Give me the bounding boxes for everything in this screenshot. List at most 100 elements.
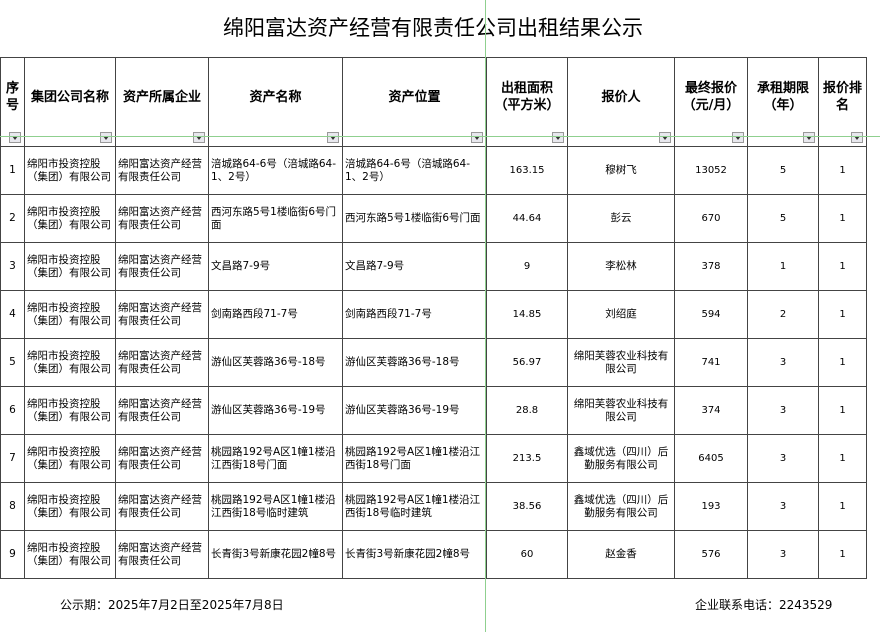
cell-rank[interactable]: 1 bbox=[818, 482, 867, 531]
cell-bidder[interactable]: 赵金香 bbox=[567, 530, 675, 579]
cell-lease-term[interactable]: 3 bbox=[747, 530, 819, 579]
cell-bidder[interactable]: 绵阳芙蓉农业科技有限公司 bbox=[567, 338, 675, 387]
cell-lease-term[interactable]: 3 bbox=[747, 434, 819, 483]
cell-rank[interactable]: 1 bbox=[818, 386, 867, 435]
cell-final-price[interactable]: 670 bbox=[674, 194, 748, 243]
cell-group-company[interactable]: 绵阳市投资控股（集团）有限公司 bbox=[24, 146, 116, 195]
cell-rank[interactable]: 1 bbox=[818, 434, 867, 483]
cell-group-company[interactable]: 绵阳市投资控股（集团）有限公司 bbox=[24, 290, 116, 339]
cell-index[interactable]: 8 bbox=[0, 482, 25, 531]
cell-lease-term[interactable]: 3 bbox=[747, 386, 819, 435]
filter-dropdown-icon[interactable] bbox=[327, 132, 339, 143]
cell-asset-name[interactable]: 游仙区芙蓉路36号-18号 bbox=[208, 338, 343, 387]
cell-area[interactable]: 163.15 bbox=[486, 146, 568, 195]
cell-index[interactable]: 7 bbox=[0, 434, 25, 483]
cell-owner-company[interactable]: 绵阳富达资产经营有限责任公司 bbox=[115, 194, 209, 243]
cell-area[interactable]: 213.5 bbox=[486, 434, 568, 483]
cell-index[interactable]: 4 bbox=[0, 290, 25, 339]
cell-asset-location[interactable]: 涪城路64-6号（涪城路64-1、2号） bbox=[342, 146, 487, 195]
cell-lease-term[interactable]: 5 bbox=[747, 194, 819, 243]
cell-lease-term[interactable]: 3 bbox=[747, 482, 819, 531]
cell-rank[interactable]: 1 bbox=[818, 146, 867, 195]
cell-asset-name[interactable]: 游仙区芙蓉路36号-19号 bbox=[208, 386, 343, 435]
cell-area[interactable]: 14.85 bbox=[486, 290, 568, 339]
cell-area[interactable]: 38.56 bbox=[486, 482, 568, 531]
cell-lease-term[interactable]: 3 bbox=[747, 338, 819, 387]
filter-dropdown-icon[interactable] bbox=[100, 132, 112, 143]
cell-owner-company[interactable]: 绵阳富达资产经营有限责任公司 bbox=[115, 146, 209, 195]
cell-index[interactable]: 2 bbox=[0, 194, 25, 243]
cell-asset-location[interactable]: 文昌路7-9号 bbox=[342, 242, 487, 291]
filter-dropdown-icon[interactable] bbox=[552, 132, 564, 143]
cell-bidder[interactable]: 彭云 bbox=[567, 194, 675, 243]
cell-group-company[interactable]: 绵阳市投资控股（集团）有限公司 bbox=[24, 482, 116, 531]
cell-bidder[interactable]: 鑫域优选（四川）后勤服务有限公司 bbox=[567, 434, 675, 483]
cell-owner-company[interactable]: 绵阳富达资产经营有限责任公司 bbox=[115, 434, 209, 483]
cell-rank[interactable]: 1 bbox=[818, 194, 867, 243]
cell-group-company[interactable]: 绵阳市投资控股（集团）有限公司 bbox=[24, 530, 116, 579]
cell-bidder[interactable]: 绵阳芙蓉农业科技有限公司 bbox=[567, 386, 675, 435]
cell-owner-company[interactable]: 绵阳富达资产经营有限责任公司 bbox=[115, 242, 209, 291]
cell-area[interactable]: 60 bbox=[486, 530, 568, 579]
cell-asset-name[interactable]: 剑南路西段71-7号 bbox=[208, 290, 343, 339]
cell-asset-location[interactable]: 游仙区芙蓉路36号-19号 bbox=[342, 386, 487, 435]
cell-asset-location[interactable]: 游仙区芙蓉路36号-18号 bbox=[342, 338, 487, 387]
cell-index[interactable]: 1 bbox=[0, 146, 25, 195]
cell-group-company[interactable]: 绵阳市投资控股（集团）有限公司 bbox=[24, 242, 116, 291]
cell-rank[interactable]: 1 bbox=[818, 338, 867, 387]
cell-asset-name[interactable]: 涪城路64-6号（涪城路64-1、2号） bbox=[208, 146, 343, 195]
cell-bidder[interactable]: 鑫域优选（四川）后勤服务有限公司 bbox=[567, 482, 675, 531]
cell-asset-location[interactable]: 桃园路192号A区1幢1楼沿江西街18号临时建筑 bbox=[342, 482, 487, 531]
cell-rank[interactable]: 1 bbox=[818, 242, 867, 291]
cell-owner-company[interactable]: 绵阳富达资产经营有限责任公司 bbox=[115, 386, 209, 435]
cell-asset-location[interactable]: 桃园路192号A区1幢1楼沿江西街18号门面 bbox=[342, 434, 487, 483]
cell-group-company[interactable]: 绵阳市投资控股（集团）有限公司 bbox=[24, 386, 116, 435]
filter-dropdown-icon[interactable] bbox=[9, 132, 21, 143]
filter-dropdown-icon[interactable] bbox=[659, 132, 671, 143]
cell-bidder[interactable]: 穆树飞 bbox=[567, 146, 675, 195]
cell-group-company[interactable]: 绵阳市投资控股（集团）有限公司 bbox=[24, 338, 116, 387]
cell-asset-name[interactable]: 文昌路7-9号 bbox=[208, 242, 343, 291]
cell-area[interactable]: 44.64 bbox=[486, 194, 568, 243]
cell-group-company[interactable]: 绵阳市投资控股（集团）有限公司 bbox=[24, 434, 116, 483]
cell-index[interactable]: 6 bbox=[0, 386, 25, 435]
cell-bidder[interactable]: 刘绍庭 bbox=[567, 290, 675, 339]
cell-area[interactable]: 9 bbox=[486, 242, 568, 291]
cell-owner-company[interactable]: 绵阳富达资产经营有限责任公司 bbox=[115, 290, 209, 339]
cell-lease-term[interactable]: 5 bbox=[747, 146, 819, 195]
cell-asset-name[interactable]: 桃园路192号A区1幢1楼沿江西街18号门面 bbox=[208, 434, 343, 483]
cell-asset-name[interactable]: 桃园路192号A区1幢1楼沿江西街18号临时建筑 bbox=[208, 482, 343, 531]
cell-index[interactable]: 3 bbox=[0, 242, 25, 291]
cell-final-price[interactable]: 576 bbox=[674, 530, 748, 579]
cell-rank[interactable]: 1 bbox=[818, 530, 867, 579]
filter-dropdown-icon[interactable] bbox=[471, 132, 483, 143]
cell-rank[interactable]: 1 bbox=[818, 290, 867, 339]
cell-asset-location[interactable]: 长青街3号新康花园2幢8号 bbox=[342, 530, 487, 579]
cell-group-company[interactable]: 绵阳市投资控股（集团）有限公司 bbox=[24, 194, 116, 243]
cell-owner-company[interactable]: 绵阳富达资产经营有限责任公司 bbox=[115, 482, 209, 531]
cell-final-price[interactable]: 193 bbox=[674, 482, 748, 531]
cell-area[interactable]: 56.97 bbox=[486, 338, 568, 387]
filter-dropdown-icon[interactable] bbox=[193, 132, 205, 143]
cell-asset-name[interactable]: 西河东路5号1楼临街6号门面 bbox=[208, 194, 343, 243]
cell-asset-name[interactable]: 长青街3号新康花园2幢8号 bbox=[208, 530, 343, 579]
cell-index[interactable]: 9 bbox=[0, 530, 25, 579]
cell-index[interactable]: 5 bbox=[0, 338, 25, 387]
cell-asset-location[interactable]: 西河东路5号1楼临街6号门面 bbox=[342, 194, 487, 243]
cell-final-price[interactable]: 6405 bbox=[674, 434, 748, 483]
cell-area[interactable]: 28.8 bbox=[486, 386, 568, 435]
filter-dropdown-icon[interactable] bbox=[732, 132, 744, 143]
cell-final-price[interactable]: 378 bbox=[674, 242, 748, 291]
cell-final-price[interactable]: 741 bbox=[674, 338, 748, 387]
cell-lease-term[interactable]: 1 bbox=[747, 242, 819, 291]
cell-final-price[interactable]: 13052 bbox=[674, 146, 748, 195]
cell-final-price[interactable]: 374 bbox=[674, 386, 748, 435]
filter-dropdown-icon[interactable] bbox=[851, 132, 863, 143]
cell-owner-company[interactable]: 绵阳富达资产经营有限责任公司 bbox=[115, 338, 209, 387]
cell-final-price[interactable]: 594 bbox=[674, 290, 748, 339]
cell-owner-company[interactable]: 绵阳富达资产经营有限责任公司 bbox=[115, 530, 209, 579]
filter-dropdown-icon[interactable] bbox=[803, 132, 815, 143]
cell-lease-term[interactable]: 2 bbox=[747, 290, 819, 339]
cell-bidder[interactable]: 李松林 bbox=[567, 242, 675, 291]
cell-asset-location[interactable]: 剑南路西段71-7号 bbox=[342, 290, 487, 339]
